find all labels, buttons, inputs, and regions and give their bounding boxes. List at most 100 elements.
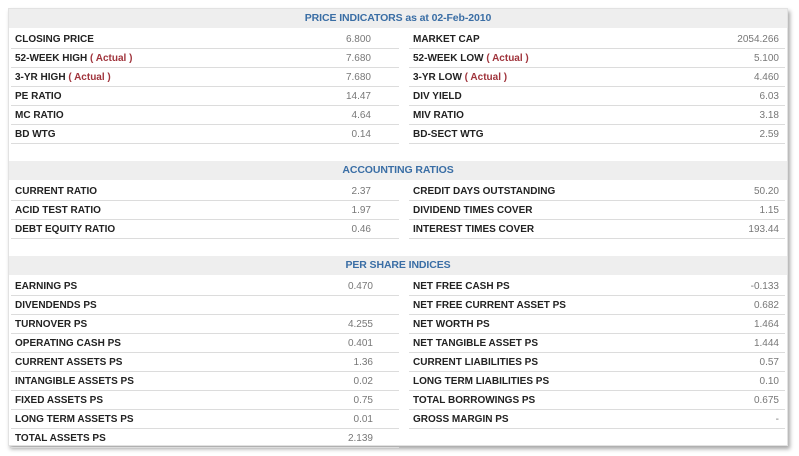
indicator-label: FIXED ASSETS PS xyxy=(15,394,103,406)
actual-note: ( Actual ) xyxy=(90,52,133,64)
right-column: CREDIT DAYS OUTSTANDING 50.20 DIVIDEND T… xyxy=(409,182,785,239)
indicator-label-wrap: DIVENDENDS PS xyxy=(15,300,97,311)
indicator-row-pe-ratio: PE RATIO 14.47 xyxy=(11,87,399,106)
indicator-label: MIV RATIO xyxy=(413,109,464,121)
indicator-label: MC RATIO xyxy=(15,109,64,121)
indicator-label: LONG TERM LIABILITIES PS xyxy=(413,375,550,387)
indicator-label-wrap: CURRENT RATIO xyxy=(15,186,97,197)
indicator-value: 6.800 xyxy=(345,33,371,45)
indicator-label: 52-WEEK LOW xyxy=(413,52,484,64)
indicator-value: 2.37 xyxy=(351,185,371,197)
indicator-value: 0.75 xyxy=(353,394,373,406)
indicator-value: 1.36 xyxy=(353,356,373,368)
indicator-value: 0.14 xyxy=(351,128,371,140)
indicator-label: DEBT EQUITY RATIO xyxy=(15,223,116,235)
indicator-value: 0.682 xyxy=(753,299,779,311)
indicator-row-market-cap: MARKET CAP 2054.266 xyxy=(409,30,785,49)
section-header-per-share-indices: PER SHARE INDICES xyxy=(9,256,787,275)
indicator-value: 4.64 xyxy=(351,109,371,121)
left-column: CLOSING PRICE 6.800 52-WEEK HIGH ( Actua… xyxy=(11,30,399,144)
indicator-label-wrap: LONG TERM ASSETS PS xyxy=(15,414,134,425)
indicator-label-wrap: MC RATIO xyxy=(15,110,64,121)
indicator-label: BD-SECT WTG xyxy=(413,128,484,140)
indicator-value: 1.464 xyxy=(753,318,779,330)
indicator-row-current-liabilities-ps: CURRENT LIABILITIES PS 0.57 xyxy=(409,353,785,372)
indicator-label: CREDIT DAYS OUTSTANDING xyxy=(413,185,556,197)
section-header-price-indicators-as-: PRICE INDICATORS as at 02-Feb-2010 xyxy=(9,9,787,28)
indicator-label: DIV YIELD xyxy=(413,90,462,102)
indicator-label-wrap: BD-SECT WTG xyxy=(413,129,484,140)
indicator-label: 3-YR HIGH xyxy=(15,71,66,83)
indicator-label-wrap: TOTAL BORROWINGS PS xyxy=(413,395,535,406)
indicator-value: 7.680 xyxy=(345,71,371,83)
indicator-row-closing-price: CLOSING PRICE 6.800 xyxy=(11,30,399,49)
indicator-row-52-week-high: 52-WEEK HIGH ( Actual ) 7.680 xyxy=(11,49,399,68)
indicator-label: BD WTG xyxy=(15,128,56,140)
indicator-row-divendends-ps: DIVENDENDS PS xyxy=(11,296,399,315)
indicator-label-wrap: DEBT EQUITY RATIO xyxy=(15,224,115,235)
indicator-value: 0.46 xyxy=(351,223,371,235)
section-grid: EARNING PS 0.470 DIVENDENDS PS TURNOVER … xyxy=(9,275,787,448)
indicator-row-miv-ratio: MIV RATIO 3.18 xyxy=(409,106,785,125)
indicator-label: MARKET CAP xyxy=(413,33,480,45)
indicator-label: 52-WEEK HIGH xyxy=(15,52,88,64)
indicator-label: DIVIDEND TIMES COVER xyxy=(413,204,533,216)
indicator-label: TOTAL ASSETS PS xyxy=(15,432,106,444)
indicator-row-gross-margin-ps: GROSS MARGIN PS - xyxy=(409,410,785,429)
actual-note: ( Actual ) xyxy=(464,71,508,83)
indicator-label: INTANGIBLE ASSETS PS xyxy=(15,375,134,387)
indicator-label: INTEREST TIMES COVER xyxy=(413,223,535,235)
indicator-row-acid-test-ratio: ACID TEST RATIO 1.97 xyxy=(11,201,399,220)
indicator-label-wrap: ACID TEST RATIO xyxy=(15,205,101,216)
actual-note: ( Actual ) xyxy=(68,71,111,83)
section-spacer xyxy=(9,239,787,256)
indicator-label-wrap: DIV YIELD xyxy=(413,91,462,102)
indicator-label: TURNOVER PS xyxy=(15,318,88,330)
indicator-label-wrap: INTANGIBLE ASSETS PS xyxy=(15,376,134,387)
indicator-row-net-worth-ps: NET WORTH PS 1.464 xyxy=(409,315,785,334)
indicator-row-net-free-current-asset-ps: NET FREE CURRENT ASSET PS 0.682 xyxy=(409,296,785,315)
indicator-value: 2.139 xyxy=(347,432,373,444)
section-grid: CLOSING PRICE 6.800 52-WEEK HIGH ( Actua… xyxy=(9,28,787,144)
indicator-label-wrap: INTEREST TIMES COVER xyxy=(413,224,534,235)
indicator-row-current-ratio: CURRENT RATIO 2.37 xyxy=(11,182,399,201)
indicator-label-wrap: 3-YR LOW ( Actual ) xyxy=(413,72,507,83)
indicator-value: 14.47 xyxy=(345,90,371,102)
indicator-label: LONG TERM ASSETS PS xyxy=(15,413,134,425)
indicator-value: 0.02 xyxy=(353,375,373,387)
indicator-label: TOTAL BORROWINGS PS xyxy=(413,394,536,406)
indicator-row-3-yr-high: 3-YR HIGH ( Actual ) 7.680 xyxy=(11,68,399,87)
indicator-row-operating-cash-ps: OPERATING CASH PS 0.401 xyxy=(11,334,399,353)
indicator-value: 1.444 xyxy=(753,337,779,349)
left-column: EARNING PS 0.470 DIVENDENDS PS TURNOVER … xyxy=(11,277,399,448)
right-column: NET FREE CASH PS -0.133 NET FREE CURRENT… xyxy=(409,277,785,448)
indicator-label-wrap: CURRENT LIABILITIES PS xyxy=(413,357,538,368)
indicator-label-wrap: PE RATIO xyxy=(15,91,61,102)
indicator-value: 4.460 xyxy=(753,71,779,83)
indicator-label-wrap: MARKET CAP xyxy=(413,34,480,45)
indicator-row-div-yield: DIV YIELD 6.03 xyxy=(409,87,785,106)
indicator-label-wrap: TOTAL ASSETS PS xyxy=(15,433,106,444)
indicator-label: NET FREE CASH PS xyxy=(413,280,510,292)
indicator-label-wrap: 52-WEEK LOW ( Actual ) xyxy=(413,53,529,64)
indicator-row-fixed-assets-ps: FIXED ASSETS PS 0.75 xyxy=(11,391,399,410)
indicator-label-wrap: NET TANGIBLE ASSET PS xyxy=(413,338,538,349)
indicator-row-bd-wtg: BD WTG 0.14 xyxy=(11,125,399,144)
indicator-label-wrap: 3-YR HIGH ( Actual ) xyxy=(15,72,111,83)
indicator-label-wrap: FIXED ASSETS PS xyxy=(15,395,103,406)
indicator-label: CURRENT ASSETS PS xyxy=(15,356,123,368)
indicator-label-wrap: LONG TERM LIABILITIES PS xyxy=(413,376,549,387)
indicator-value: 0.01 xyxy=(353,413,373,425)
indicator-row-bd-sect-wtg: BD-SECT WTG 2.59 xyxy=(409,125,785,144)
indicator-row-net-free-cash-ps: NET FREE CASH PS -0.133 xyxy=(409,277,785,296)
indicator-value: 0.470 xyxy=(347,280,373,292)
indicator-label: PE RATIO xyxy=(15,90,62,102)
indicator-value: 0.57 xyxy=(759,356,779,368)
indicator-label-wrap: OPERATING CASH PS xyxy=(15,338,121,349)
indicator-row-mc-ratio: MC RATIO 4.64 xyxy=(11,106,399,125)
indicator-value: 0.401 xyxy=(347,337,373,349)
indicator-label-wrap: NET FREE CASH PS xyxy=(413,281,510,292)
indicator-row-52-week-low: 52-WEEK LOW ( Actual ) 5.100 xyxy=(409,49,785,68)
indicator-row-long-term-assets-ps: LONG TERM ASSETS PS 0.01 xyxy=(11,410,399,429)
indicator-label-wrap: CURRENT ASSETS PS xyxy=(15,357,122,368)
